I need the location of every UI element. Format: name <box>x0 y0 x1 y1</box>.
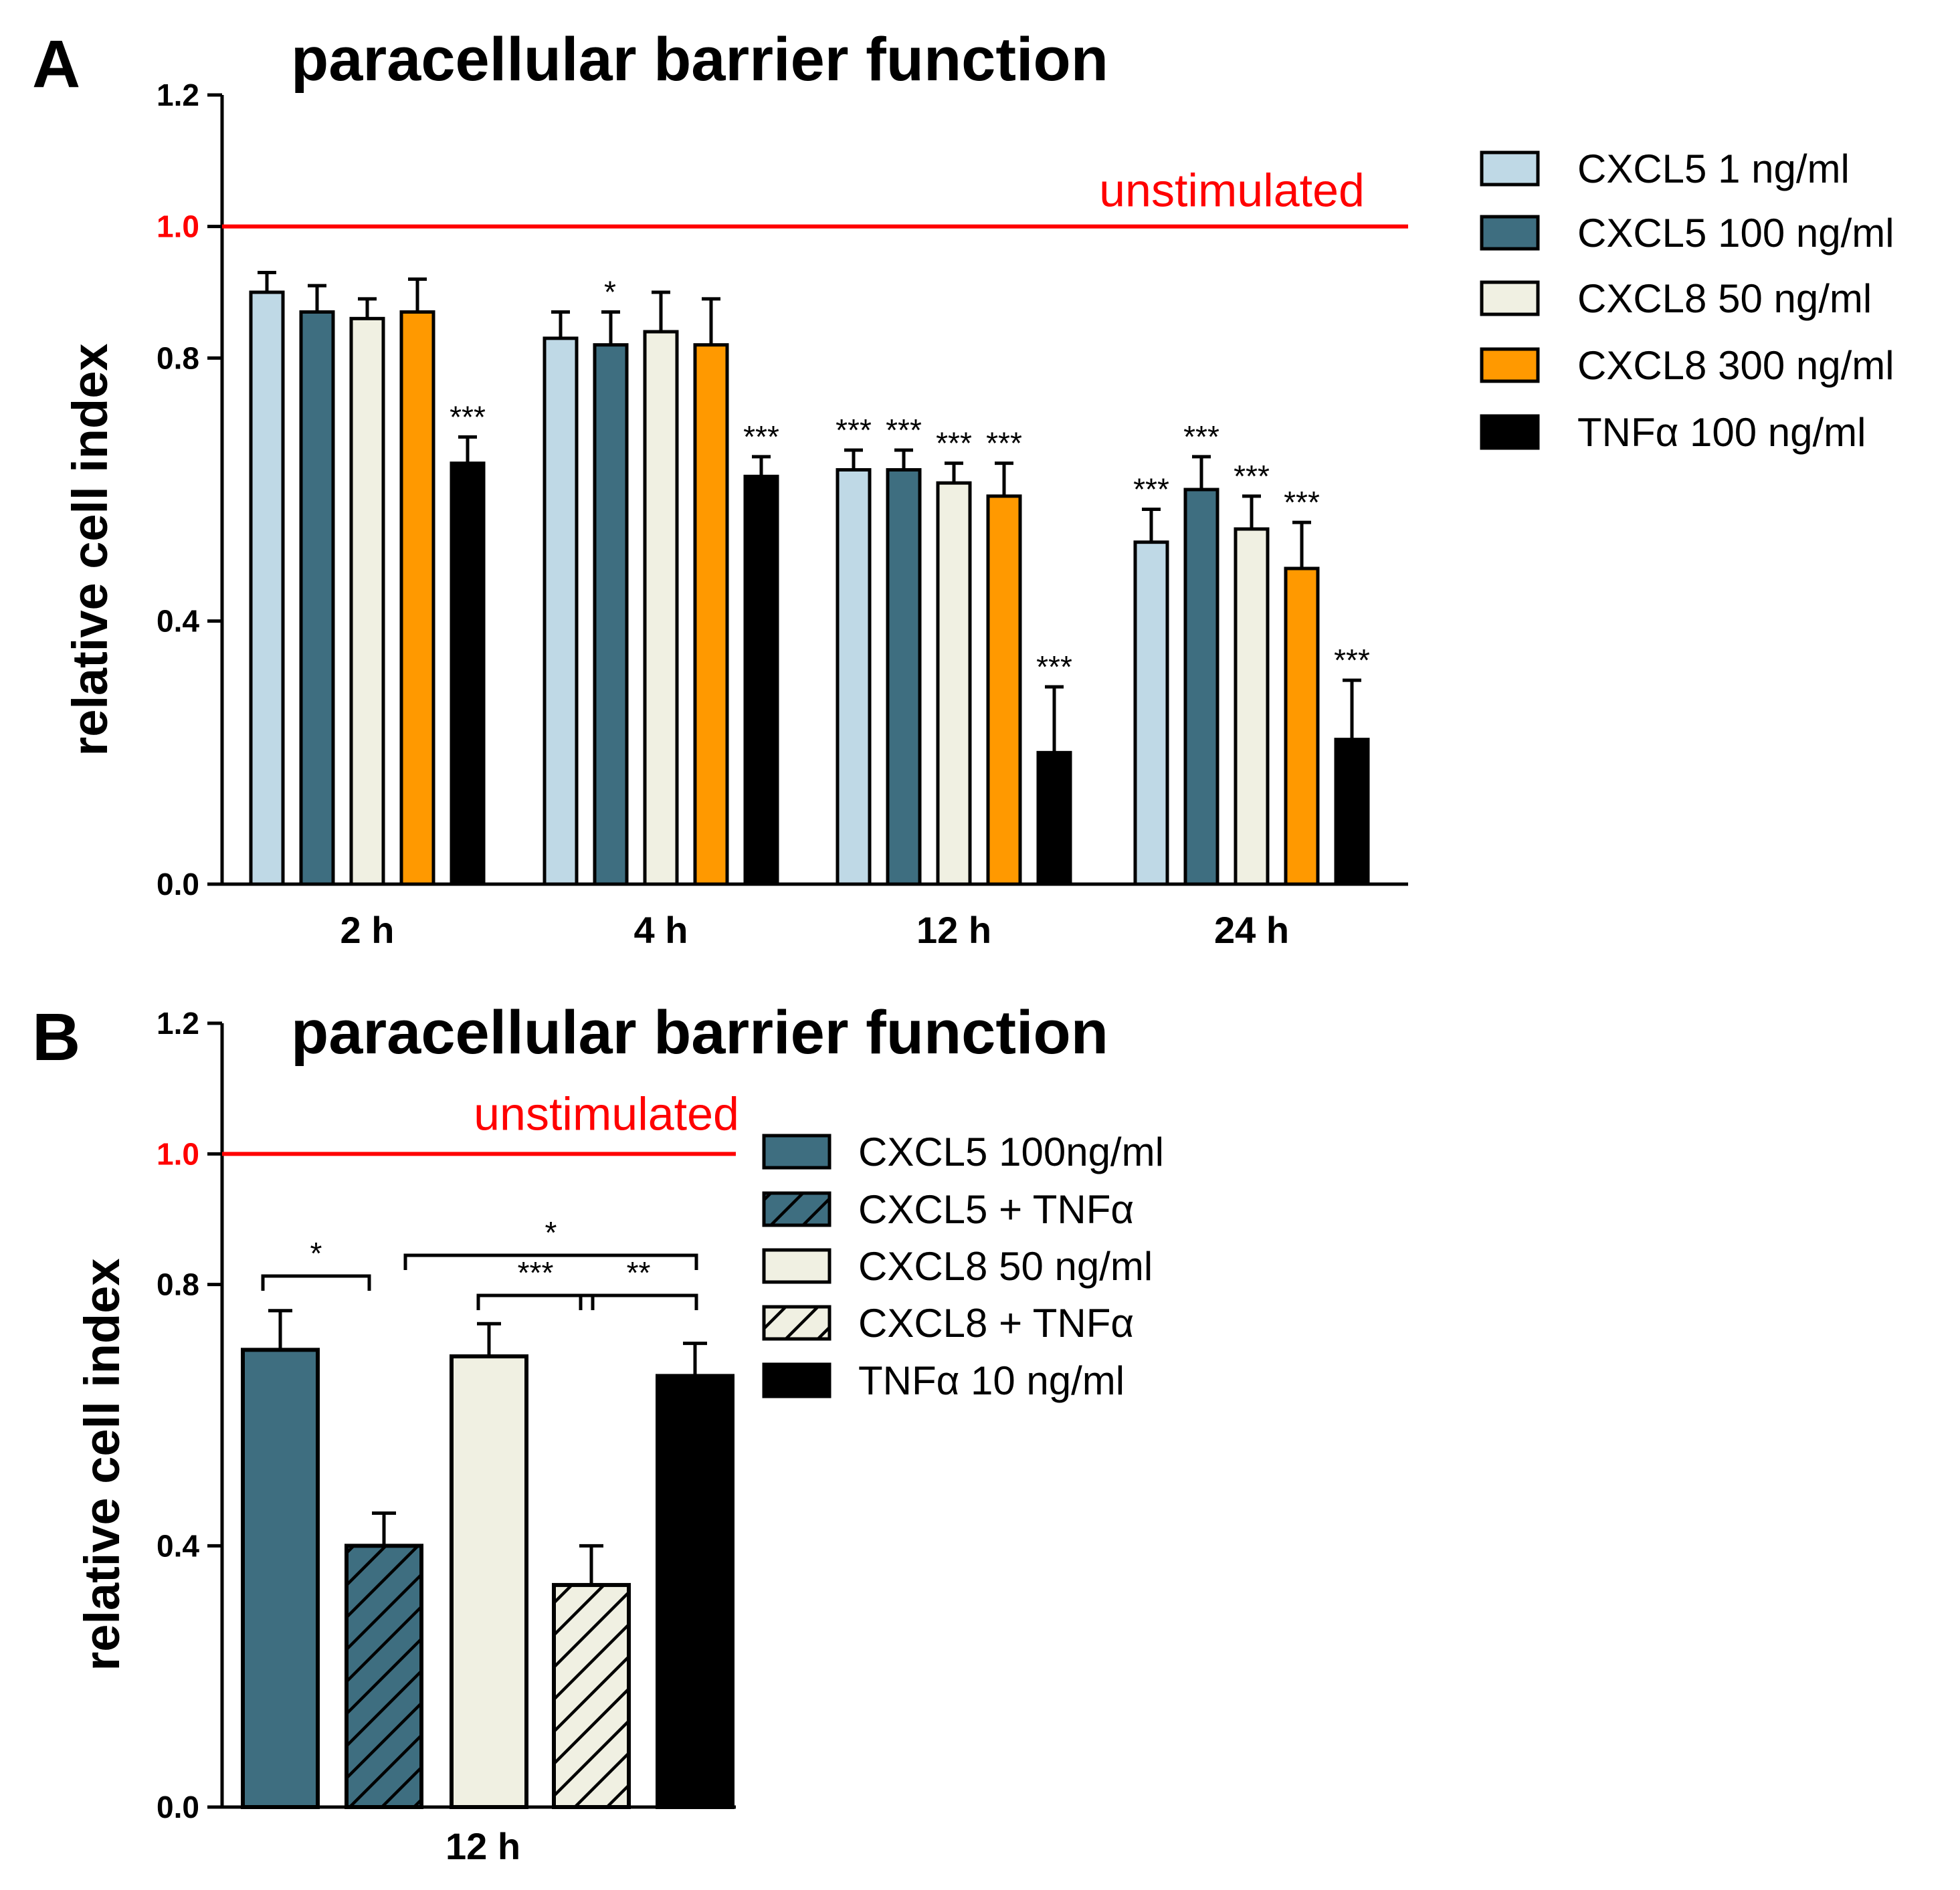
y-tick-label: 0.8 <box>157 1267 199 1302</box>
significance-label: *** <box>1036 649 1072 684</box>
bar <box>1284 566 1320 886</box>
chart-title-a: paracellular barrier function <box>291 25 1108 94</box>
bar <box>543 336 579 886</box>
significance-label: *** <box>836 413 872 447</box>
significance-label: *** <box>1234 459 1270 494</box>
x-tick-label: 2 h <box>340 909 395 951</box>
bar <box>936 481 972 886</box>
bar <box>743 474 779 886</box>
significance-label: *** <box>1284 485 1320 520</box>
significance-label: *** <box>450 399 486 434</box>
legend-swatch <box>1480 347 1540 383</box>
significance-label: * <box>604 275 616 310</box>
legend-swatch <box>1480 414 1540 450</box>
bar <box>249 290 285 886</box>
significance-label: * <box>545 1215 557 1250</box>
significance-bracket <box>476 1293 595 1310</box>
y-tick-label: 1.0 <box>157 1136 199 1171</box>
reference-line-label: unstimulated <box>474 1087 739 1140</box>
bar <box>643 330 679 886</box>
significance-label: *** <box>1334 643 1370 677</box>
significance-label: *** <box>986 426 1022 461</box>
panel-letter-b: B <box>32 1000 80 1075</box>
bar <box>693 343 729 886</box>
legend-swatch <box>762 1362 831 1398</box>
y-tick-label: 0.4 <box>157 604 199 639</box>
significance-bracket <box>579 1293 698 1310</box>
legend-label: CXCL5 100ng/ml <box>858 1130 1164 1174</box>
bar <box>656 1374 734 1809</box>
x-tick-label: 24 h <box>1214 909 1289 951</box>
x-tick-label: 12 h <box>916 909 991 951</box>
reference-line-label: unstimulated <box>1099 165 1365 217</box>
legend-label: CXCL8 50 ng/ml <box>858 1244 1153 1289</box>
bar <box>1036 750 1072 886</box>
legend-swatch <box>762 1248 831 1284</box>
legend-swatch <box>762 1305 831 1341</box>
bar <box>836 468 872 886</box>
bar <box>1334 738 1370 886</box>
y-tick-label: 1.0 <box>157 209 199 244</box>
legend-label: CXCL8 50 ng/ml <box>1577 276 1872 321</box>
y-tick-label: 0.8 <box>157 340 199 375</box>
significance-label: *** <box>1183 419 1219 454</box>
legend-label: TNFα 10 ng/ml <box>858 1358 1124 1403</box>
bar <box>1133 540 1169 886</box>
bar <box>593 343 629 886</box>
y-axis-label-b: relative cell index <box>74 1258 130 1671</box>
bar <box>1183 488 1219 886</box>
x-tick-label: 12 h <box>446 1825 520 1867</box>
significance-bracket <box>261 1274 371 1291</box>
significance-label: ** <box>627 1255 651 1290</box>
bar <box>299 310 335 886</box>
legend-swatch <box>1480 280 1540 316</box>
y-tick-label: 0.0 <box>157 1790 199 1824</box>
panel-letter-a: A <box>32 27 80 102</box>
bar <box>886 468 922 886</box>
significance-label: *** <box>886 413 922 447</box>
bar <box>399 310 435 886</box>
bar <box>986 494 1022 886</box>
significance-bracket <box>403 1253 698 1270</box>
bar <box>349 316 385 886</box>
significance-label: *** <box>1133 472 1169 507</box>
bar <box>450 461 486 886</box>
bar <box>345 1544 423 1809</box>
legend-label: CXCL5 100 ng/ml <box>1577 211 1894 255</box>
legend-label: CXCL5 + TNFα <box>858 1187 1134 1232</box>
significance-label: *** <box>936 426 972 461</box>
bar <box>552 1582 631 1810</box>
significance-label: * <box>310 1236 322 1271</box>
y-tick-label: 1.2 <box>157 78 199 112</box>
chart-title-b: paracellular barrier function <box>291 999 1108 1067</box>
x-tick-label: 4 h <box>634 909 688 951</box>
y-axis-label-a: relative cell index <box>62 343 118 756</box>
y-tick-label: 0.4 <box>157 1528 199 1563</box>
y-tick-label: 0.0 <box>157 867 199 902</box>
legend-label: CXCL8 300 ng/ml <box>1577 343 1894 388</box>
legend-swatch <box>762 1191 831 1227</box>
legend-swatch <box>1480 215 1540 251</box>
legend-label: CXCL5 1 ng/ml <box>1577 146 1850 191</box>
y-tick-label: 1.2 <box>157 1006 199 1041</box>
bar <box>450 1354 528 1809</box>
legend-swatch <box>762 1134 831 1170</box>
significance-label: *** <box>743 419 779 454</box>
legend-label: TNFα 100 ng/ml <box>1577 410 1866 455</box>
bar <box>241 1348 320 1810</box>
legend-label: CXCL8 + TNFα <box>858 1301 1134 1346</box>
bar <box>1234 527 1270 886</box>
significance-label: *** <box>518 1255 554 1290</box>
legend-swatch <box>1480 150 1540 187</box>
